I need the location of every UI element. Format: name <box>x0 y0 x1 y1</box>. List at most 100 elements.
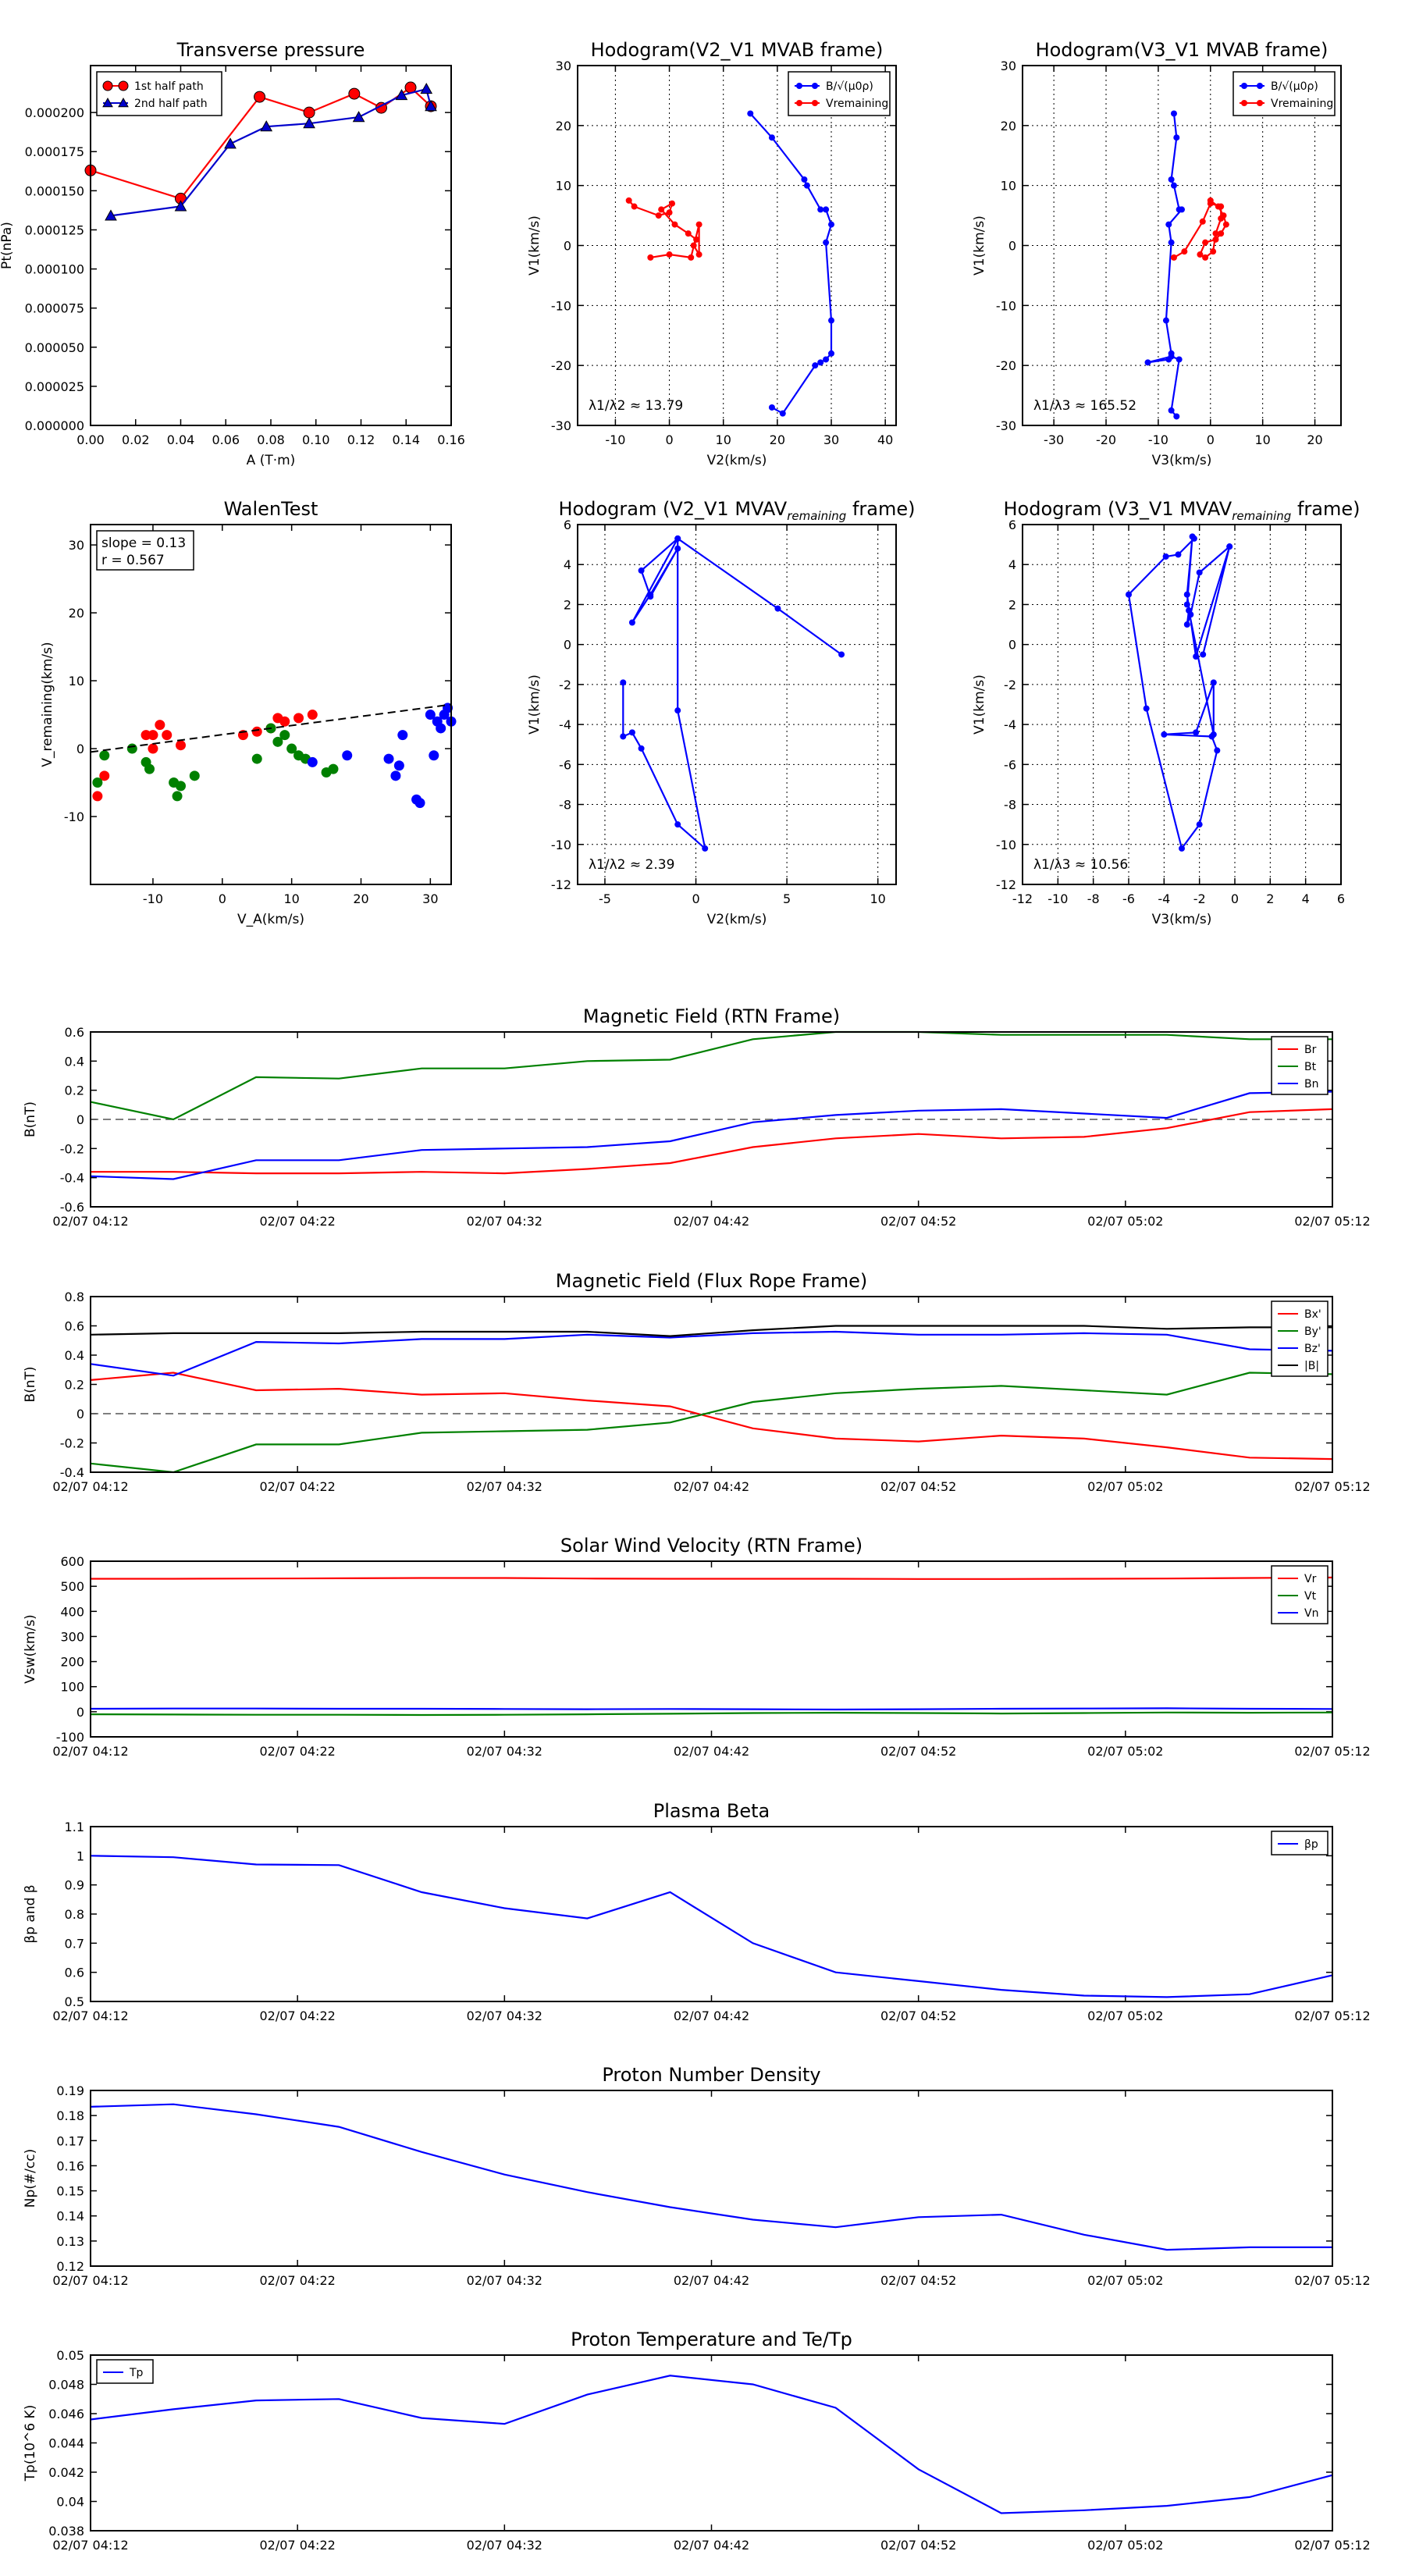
data-point <box>174 200 187 212</box>
x-tick-label: 20 <box>353 891 368 906</box>
data-point <box>1183 601 1190 608</box>
data-point <box>1144 359 1151 366</box>
legend-label: Tp <box>129 2367 144 2379</box>
series-line-2 <box>90 1091 1333 1180</box>
x-tick-label: -4 <box>1158 891 1170 906</box>
x-tick-label: 02/07 04:12 <box>52 2538 128 2553</box>
x-tick-label: 0.12 <box>347 432 375 447</box>
y-tick-label: -0.6 <box>60 1200 84 1215</box>
series-line-3 <box>90 1325 1332 1337</box>
y-tick-label: 2 <box>1008 597 1016 612</box>
legend-marker <box>796 83 802 89</box>
y-tick-label: 0.4 <box>65 1348 84 1363</box>
plot-frame <box>90 1560 1333 1738</box>
scatter-point <box>251 726 262 737</box>
x-tick-label: 02/07 04:42 <box>674 2273 749 2288</box>
x-tick-label: 02/07 05:02 <box>1087 1479 1163 1494</box>
y-tick-label: 0.038 <box>48 2524 84 2539</box>
fit-line <box>90 703 452 753</box>
data-point <box>823 206 830 213</box>
chart-title: Magnetic Field (RTN Frame) <box>583 1005 840 1027</box>
x-tick-label: 10 <box>870 891 886 906</box>
data-point <box>1207 200 1214 207</box>
y-tick-label: 200 <box>60 1655 84 1670</box>
plot-frame <box>1022 524 1342 885</box>
legend-label: βp <box>1304 1838 1318 1851</box>
y-tick-label: 0.000125 <box>25 222 84 237</box>
data-point <box>1183 591 1190 598</box>
data-point <box>1193 653 1200 660</box>
legend-marker <box>102 97 113 108</box>
x-tick-label: 0.14 <box>392 432 420 447</box>
panel-mag_rtn: -0.6 -0.4 -0.2 0 0.2 0.4 0.6 02/07 04:12 02/07 0… <box>23 1005 1371 1229</box>
y-tick-label: 0.2 <box>65 1083 84 1098</box>
series-line-0 <box>90 2375 1333 2514</box>
x-tick-label: -2 <box>1193 891 1206 906</box>
ratio-annotation: λ1/λ2 ≈ 2.39 <box>589 857 674 873</box>
data-point <box>628 729 635 736</box>
chart-title: Proton Number Density <box>602 2064 820 2086</box>
legend-label: B/√(μ0ρ) <box>1271 80 1318 93</box>
data-point <box>1196 569 1203 576</box>
data-point <box>638 567 645 574</box>
y-tick-label: -10 <box>996 298 1016 313</box>
y-tick-label: -2 <box>1004 678 1016 692</box>
chart-title: Solar Wind Velocity (RTN Frame) <box>560 1535 863 1557</box>
y-tick-label: 1 <box>76 1848 84 1863</box>
x-tick-label: 02/07 04:52 <box>880 2008 956 2023</box>
y-tick-label: 4 <box>1008 557 1016 572</box>
y-tick-label: -10 <box>551 838 571 852</box>
data-point <box>838 651 845 658</box>
x-tick-label: 0 <box>1207 432 1215 447</box>
y-tick-label: -8 <box>559 798 571 813</box>
scatter-point <box>162 730 173 741</box>
data-point <box>105 209 117 221</box>
series-line-0 <box>1127 536 1232 851</box>
x-tick-label: 0.06 <box>212 432 240 447</box>
panel-plasma_beta: 0.5 0.6 0.7 0.8 0.9 1 1.1 02/07 04:12 02/07 04:2… <box>23 1800 1371 2023</box>
data-point <box>690 242 697 249</box>
data-point <box>647 593 654 600</box>
x-tick-label: 02/07 04:12 <box>52 1214 128 1229</box>
y-tick-label: 0.12 <box>56 2259 84 2274</box>
data-point <box>1168 239 1175 246</box>
y-tick-label: 0.044 <box>48 2436 84 2451</box>
x-tick-label: -10 <box>1048 891 1068 906</box>
x-tick-label: 02/07 04:12 <box>52 1744 128 1759</box>
chart-title: Hodogram(V2_V1 MVAB frame) <box>591 39 884 61</box>
y-axis-label: V1(km/s) <box>972 215 987 276</box>
scatter-point <box>307 710 318 720</box>
x-tick-label: 02/07 04:12 <box>52 2273 128 2288</box>
y-tick-label: -100 <box>56 1730 84 1745</box>
data-point <box>254 91 266 103</box>
legend-label: By' <box>1304 1325 1321 1338</box>
data-point <box>1218 203 1225 210</box>
y-axis-label: V1(km/s) <box>527 215 542 276</box>
y-tick-label: 0.14 <box>56 2209 84 2224</box>
y-tick-label: 1.1 <box>65 1820 84 1834</box>
series-line-0 <box>90 1855 1333 1998</box>
y-tick-label: -10 <box>551 298 571 313</box>
y-tick-label: -6 <box>559 757 571 772</box>
series-line-1 <box>90 1711 1333 1717</box>
ratio-annotation: λ1/λ3 ≈ 10.56 <box>1033 857 1128 873</box>
data-point <box>1187 611 1194 618</box>
y-tick-label: 0.7 <box>65 1936 84 1951</box>
scatter-point <box>390 770 401 781</box>
panel-proton_temp: 0.038 0.04 0.042 0.044 0.046 0.048 0.05 02/07 0… <box>23 2329 1371 2553</box>
y-tick-label: 20 <box>1001 119 1016 133</box>
legend-marker <box>1241 100 1247 106</box>
legend-box <box>96 71 222 116</box>
legend-marker <box>118 97 129 108</box>
x-tick-label: 02/07 04:22 <box>260 1214 336 1229</box>
y-tick-label: 0.17 <box>56 2133 84 2148</box>
data-point <box>625 197 632 204</box>
legend-marker <box>118 80 129 91</box>
data-point <box>1222 221 1229 228</box>
x-tick-label: 02/07 05:12 <box>1294 2538 1370 2553</box>
y-axis-label: B(nT) <box>23 1101 38 1137</box>
data-point <box>1162 317 1169 324</box>
data-point <box>647 254 654 261</box>
data-point <box>1189 533 1196 540</box>
y-tick-label: 0.9 <box>65 1878 84 1893</box>
